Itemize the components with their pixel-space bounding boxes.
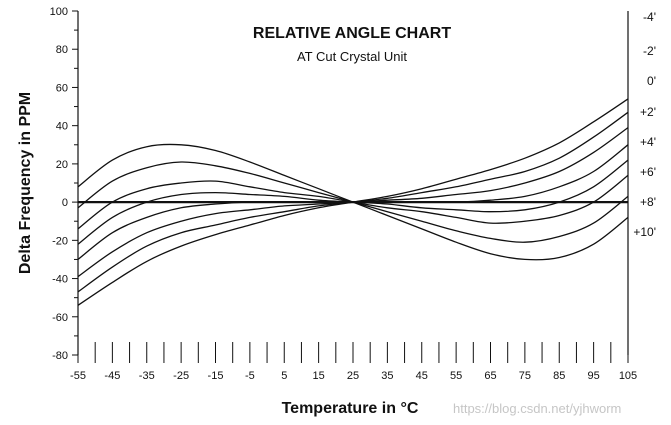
x-tick-label: 105 — [619, 370, 637, 382]
angle-label: -4' — [643, 10, 656, 24]
y-tick-label: -20 — [52, 235, 68, 247]
angle-label: +4' — [640, 135, 656, 149]
x-tick-label: -25 — [173, 370, 189, 382]
y-axis: 100 80 60 40 20 0 -20 -40 -60 -80 — [50, 6, 78, 362]
x-tick-label: 55 — [450, 370, 462, 382]
x-tick-label: 15 — [313, 370, 325, 382]
y-tick-label: 20 — [56, 159, 68, 171]
y-axis-title: Delta Frequency in PPM — [17, 92, 34, 274]
x-tick-label: 85 — [553, 370, 565, 382]
x-tick-label: 25 — [347, 370, 359, 382]
angle-label: +6' — [640, 165, 656, 179]
curves — [77, 98, 629, 306]
y-tick-label: 100 — [50, 6, 68, 18]
x-tick-label: -5 — [245, 370, 255, 382]
x-tick-label: 5 — [281, 370, 287, 382]
legend: -4' -2' 0' +2' +4' +6' +8' +10' — [633, 10, 656, 239]
angle-label: +10' — [633, 225, 656, 239]
angle-label: 0' — [647, 74, 656, 88]
x-tick-label: 95 — [588, 370, 600, 382]
y-tick-label: 80 — [56, 44, 68, 56]
chart-title: RELATIVE ANGLE CHART — [253, 25, 451, 42]
angle-label: +2' — [640, 105, 656, 119]
x-axis: -55 -45 -35 -25 -15 -5 5 15 25 35 45 55 65 75 85 95 105 — [70, 342, 637, 382]
y-tick-label: 0 — [62, 197, 68, 209]
x-tick-label: -55 — [70, 370, 86, 382]
x-tick-label: -35 — [139, 370, 155, 382]
y-tick-label: -80 — [52, 350, 68, 362]
watermark: https://blog.csdn.net/yjhworm — [453, 401, 621, 416]
y-tick-label: -60 — [52, 312, 68, 324]
y-tick-label: 60 — [56, 82, 68, 94]
angle-label: +8' — [640, 195, 656, 209]
y-tick-label: -40 — [52, 274, 68, 286]
x-tick-label: -15 — [208, 370, 224, 382]
x-axis-title: Temperature in °C — [282, 400, 419, 417]
x-tick-label: 75 — [519, 370, 531, 382]
angle-label: -2' — [643, 44, 656, 58]
x-tick-label: -45 — [104, 370, 120, 382]
chart-subtitle: AT Cut Crystal Unit — [297, 49, 407, 64]
x-tick-label: 45 — [416, 370, 428, 382]
y-tick-label: 40 — [56, 121, 68, 133]
x-tick-label: 35 — [381, 370, 393, 382]
x-tick-label: 65 — [484, 370, 496, 382]
